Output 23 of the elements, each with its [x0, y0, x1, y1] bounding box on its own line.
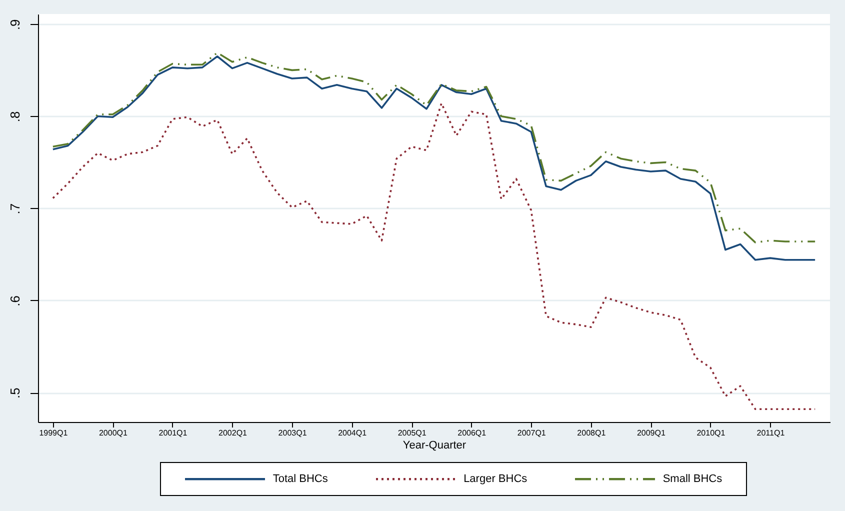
line-series — [52, 102, 816, 410]
y-tick-label: .9 — [8, 19, 22, 30]
x-tick-label: 2010Q1 — [696, 428, 726, 438]
legend-label: Small BHCs — [662, 473, 722, 485]
legend-label: Total BHCs — [272, 473, 328, 485]
x-tick-label: 2009Q1 — [636, 428, 666, 438]
x-tick-label: 2006Q1 — [458, 428, 487, 438]
x-tick-label: 2002Q1 — [218, 428, 248, 438]
x-tick-label: 2001Q1 — [158, 428, 188, 438]
y-tick-label: .5 — [8, 388, 22, 398]
x-tick-label: 1999Q1 — [39, 428, 68, 438]
x-tick-label: 2008Q1 — [577, 428, 606, 438]
y-tick-label: .8 — [8, 111, 22, 122]
legend-label: Larger BHCs — [464, 473, 528, 485]
x-tick-label: 2011Q1 — [756, 428, 786, 438]
x-axis-title: Year-Quarter — [402, 440, 466, 452]
x-tick-label: 2004Q1 — [338, 428, 368, 438]
y-tick-label: .6 — [8, 296, 22, 306]
y-tick-label: .7 — [8, 203, 22, 214]
x-tick-label: 2000Q1 — [98, 428, 128, 438]
x-tick-label: 2003Q1 — [278, 428, 308, 438]
x-tick-label: 2005Q1 — [398, 428, 427, 438]
x-tick-label: 2007Q1 — [517, 428, 546, 438]
